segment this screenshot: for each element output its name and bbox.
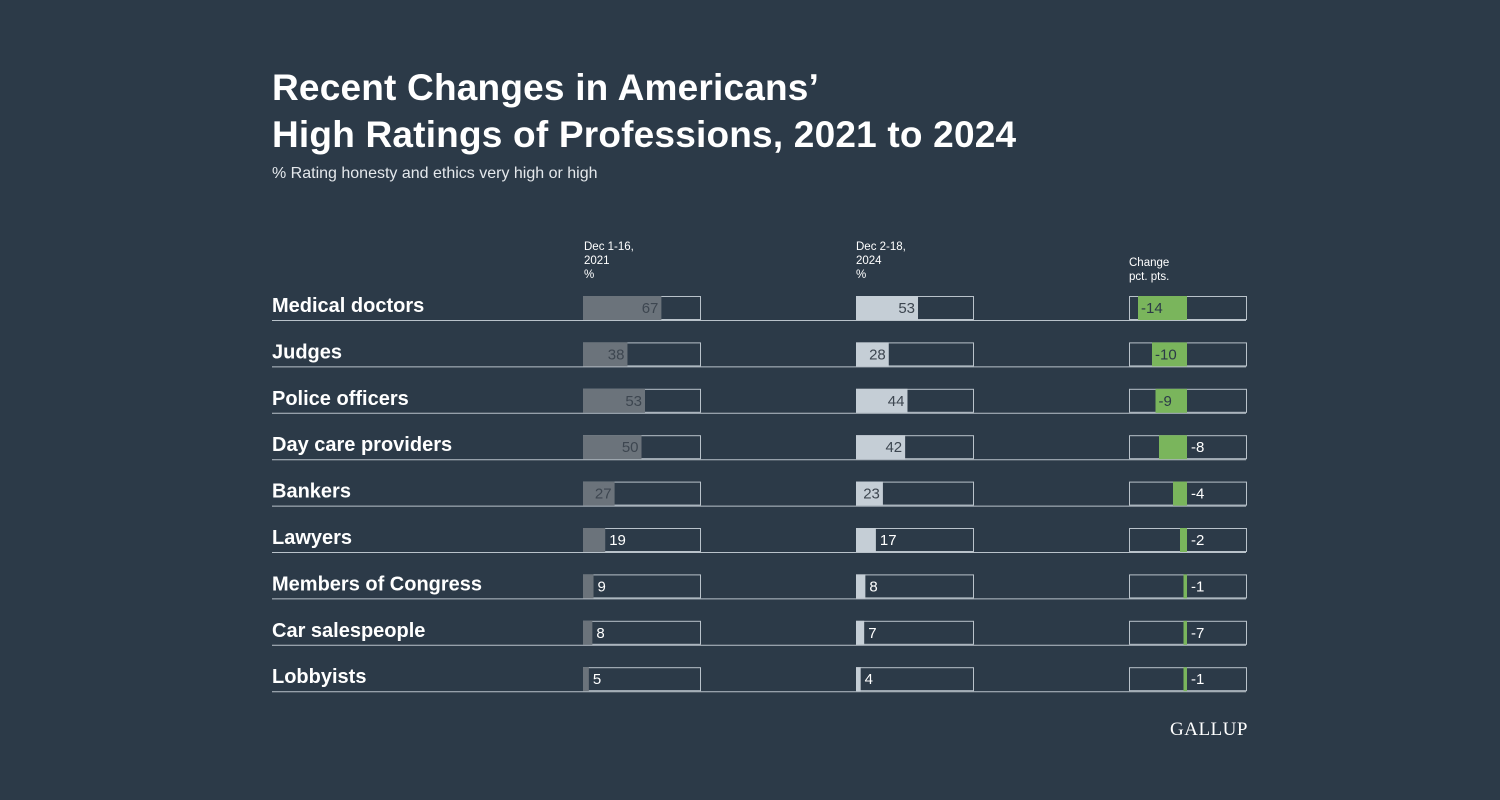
value-label-2021: 50 bbox=[622, 439, 639, 456]
bar-2021 bbox=[583, 574, 594, 599]
bar-2021 bbox=[583, 481, 615, 506]
value-label-2024: 28 bbox=[869, 346, 886, 363]
bar-change-outline bbox=[1129, 388, 1247, 413]
row-label: Car salespeople bbox=[272, 620, 425, 642]
value-label-2021: 8 bbox=[596, 625, 604, 642]
bar-change bbox=[1155, 388, 1187, 413]
bar-change-outline bbox=[1129, 620, 1247, 645]
bar-change bbox=[1173, 481, 1187, 506]
column-header-2024-line1: Dec 2-18, bbox=[856, 241, 906, 253]
column-header-change-line1: Change bbox=[1129, 257, 1170, 269]
value-label-2024: 17 bbox=[880, 532, 897, 549]
bar-2021 bbox=[583, 388, 646, 413]
bar-2024 bbox=[856, 528, 876, 552]
bar-change bbox=[1180, 528, 1187, 552]
value-label-change: -8 bbox=[1191, 439, 1204, 456]
value-label-2021: 27 bbox=[595, 486, 612, 503]
bar-change-outline bbox=[1129, 528, 1247, 552]
bar-change bbox=[1152, 342, 1187, 367]
column-header-change-line2: pct. pts. bbox=[1129, 271, 1170, 283]
bar-change-outline bbox=[1129, 574, 1247, 599]
bar-2024 bbox=[856, 574, 866, 599]
bar-change-outline bbox=[1129, 435, 1247, 460]
row-label: Lawyers bbox=[272, 527, 352, 549]
bar-2024 bbox=[856, 620, 865, 645]
value-label-2024: 53 bbox=[898, 300, 915, 317]
value-label-change: -4 bbox=[1191, 486, 1204, 503]
bar-2021 bbox=[583, 435, 642, 460]
value-label-2021: 38 bbox=[608, 346, 625, 363]
title-line-1: Recent Changes in Americans’ bbox=[272, 67, 820, 108]
row-label: Day care providers bbox=[272, 434, 452, 456]
value-label-2024: 23 bbox=[863, 486, 880, 503]
value-label-change: -14 bbox=[1141, 300, 1163, 317]
bar-2024 bbox=[856, 342, 889, 367]
value-label-2024: 42 bbox=[885, 439, 902, 456]
chart-title: Recent Changes in Americans’ High Rating… bbox=[272, 64, 1016, 158]
column-header-2024: Dec 2-18, 2024 % bbox=[856, 240, 906, 282]
chart-subtitle: % Rating honesty and ethics very high or… bbox=[272, 165, 598, 182]
bar-change-outline bbox=[1129, 667, 1247, 692]
row-label: Judges bbox=[272, 341, 342, 363]
value-label-change: -2 bbox=[1191, 532, 1204, 549]
bar-2021 bbox=[583, 667, 589, 692]
column-header-2021: Dec 1-16, 2021 % bbox=[584, 240, 634, 282]
value-label-2024: 7 bbox=[868, 625, 876, 642]
column-header-2021-line2: 2021 bbox=[584, 255, 610, 267]
value-label-2021: 19 bbox=[609, 532, 626, 549]
bar-2021 bbox=[583, 296, 662, 320]
value-label-change: -10 bbox=[1155, 346, 1177, 363]
value-label-2021: 5 bbox=[593, 671, 601, 688]
bar-2021 bbox=[583, 620, 593, 645]
value-label-2021: 67 bbox=[642, 300, 659, 317]
bar-change bbox=[1183, 574, 1187, 599]
bar-change bbox=[1183, 667, 1187, 692]
bar-2024 bbox=[856, 667, 861, 692]
value-label-change: -1 bbox=[1191, 671, 1204, 688]
bar-change-outline bbox=[1129, 296, 1247, 320]
bar-change-outline bbox=[1129, 342, 1247, 367]
title-line-2: High Ratings of Professions, 2021 to 202… bbox=[272, 114, 1017, 155]
bar-change-outline bbox=[1129, 481, 1247, 506]
bar-2024 bbox=[856, 435, 906, 460]
row-label: Police officers bbox=[272, 388, 409, 410]
value-label-2021: 53 bbox=[625, 393, 642, 410]
bar-2024 bbox=[856, 296, 919, 320]
value-label-change: -7 bbox=[1191, 625, 1204, 642]
row-label: Bankers bbox=[272, 481, 351, 503]
gallup-logo: GALLUP bbox=[1170, 719, 1248, 740]
row-label: Members of Congress bbox=[272, 573, 482, 595]
value-label-2024: 44 bbox=[888, 393, 905, 410]
value-label-2024: 4 bbox=[865, 671, 873, 688]
value-label-2021: 9 bbox=[598, 578, 606, 595]
value-label-2024: 8 bbox=[869, 578, 877, 595]
value-label-change: -1 bbox=[1191, 578, 1204, 595]
bar-2021 bbox=[583, 528, 606, 552]
column-header-change: Change pct. pts. bbox=[1129, 256, 1169, 284]
column-header-2024-line3: % bbox=[856, 269, 867, 281]
row-label: Medical doctors bbox=[272, 295, 424, 317]
bar-2024 bbox=[856, 481, 883, 506]
column-header-2021-line1: Dec 1-16, bbox=[584, 241, 634, 253]
value-label-change: -9 bbox=[1159, 393, 1172, 410]
column-header-2024-line2: 2024 bbox=[856, 255, 882, 267]
bar-change bbox=[1183, 620, 1187, 645]
bar-change bbox=[1159, 435, 1187, 460]
bar-change bbox=[1138, 296, 1187, 320]
bar-2024-outline bbox=[856, 667, 974, 692]
row-label: Lobbyists bbox=[272, 666, 366, 688]
bar-2024 bbox=[856, 388, 908, 413]
bar-2021 bbox=[583, 342, 628, 367]
column-header-2021-line3: % bbox=[584, 269, 595, 281]
